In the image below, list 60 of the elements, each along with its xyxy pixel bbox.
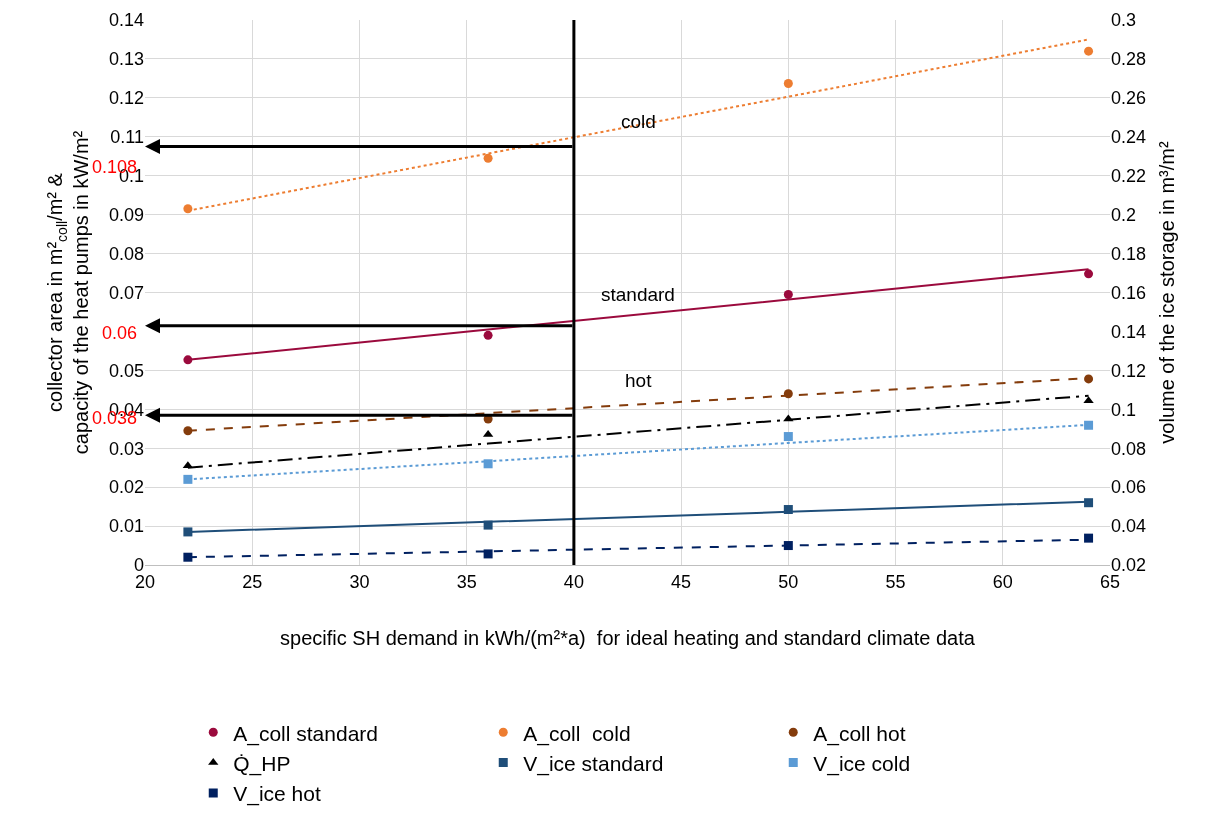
legend-label: A_coll standard <box>233 721 379 746</box>
point <box>183 527 193 537</box>
legend-label: V_ice cold <box>813 751 911 776</box>
legend-label: V_ice standard <box>523 751 664 776</box>
y-tick-label: 0.03 <box>108 438 144 459</box>
y-tick-label: 0.09 <box>108 204 144 225</box>
y-tick-label: 0.12 <box>108 88 144 109</box>
x-tick-label: 35 <box>456 571 477 592</box>
y2-tick-label: 0.16 <box>1111 282 1147 303</box>
point <box>1084 533 1094 543</box>
point <box>783 432 793 442</box>
y2-tick-label: 0.2 <box>1111 204 1137 225</box>
point <box>483 459 493 469</box>
annotation: standard <box>601 284 675 305</box>
x-tick-label: 60 <box>992 571 1013 592</box>
x-tick-label: 55 <box>885 571 906 592</box>
point <box>1084 420 1094 430</box>
y2-tick-label: 0.04 <box>1111 516 1147 537</box>
y2-tick-label: 0.12 <box>1111 360 1147 381</box>
point <box>783 289 793 299</box>
y-tick-label: 0.14 <box>108 10 144 31</box>
x-tick-label: 40 <box>563 571 584 592</box>
x-tick-label: 45 <box>671 571 692 592</box>
y2-tick-label: 0.18 <box>1111 243 1147 264</box>
x-tick-label: 50 <box>778 571 799 592</box>
point <box>183 474 193 484</box>
x-tick-label: 25 <box>242 571 263 592</box>
y2-tick-label: 0.14 <box>1111 321 1147 342</box>
x-tick-label: 30 <box>349 571 370 592</box>
y-tick-label: 0.13 <box>108 49 144 70</box>
point <box>483 153 493 163</box>
x-axis-title: specific SH demand in kWh/(m²*a) for ideal heating and standard climate data <box>280 627 976 650</box>
y2-tick-label: 0.1 <box>1111 399 1137 420</box>
point <box>1084 46 1094 56</box>
y-tick-label: 0.11 <box>110 127 144 148</box>
legend-label: A_coll hot <box>813 721 906 746</box>
legend-label: V_ice hot <box>233 782 321 807</box>
y-tick-label: 0.01 <box>108 516 144 537</box>
y2-tick-label: 0.3 <box>1111 10 1137 31</box>
y-tick-label: 0.08 <box>108 243 144 264</box>
point <box>183 552 193 562</box>
y2-axis-title: volume of the ice storage in m³/m² <box>1155 141 1178 444</box>
annotation: cold <box>621 111 656 132</box>
y2-tick-label: 0.24 <box>1111 127 1147 148</box>
y-tick-label: 0.02 <box>108 477 144 498</box>
annotation: hot <box>625 370 653 391</box>
y2-tick-label: 0.08 <box>1111 438 1147 459</box>
y2-tick-label: 0.06 <box>1111 477 1147 498</box>
y-tick-label: 0.05 <box>108 360 144 381</box>
point <box>783 78 793 88</box>
y-tick-label: 0.07 <box>108 282 144 303</box>
text: 0.06 <box>102 323 138 343</box>
point <box>483 330 493 340</box>
y2-tick-label: 0.28 <box>1111 49 1147 70</box>
point <box>483 549 493 559</box>
point <box>1084 269 1094 279</box>
y2-tick-label: 0.26 <box>1111 88 1147 109</box>
legend-label: A_coll cold <box>523 721 631 746</box>
y2-tick-label: 0.22 <box>1111 166 1147 187</box>
legend-label: Q̇_HP <box>233 751 291 776</box>
